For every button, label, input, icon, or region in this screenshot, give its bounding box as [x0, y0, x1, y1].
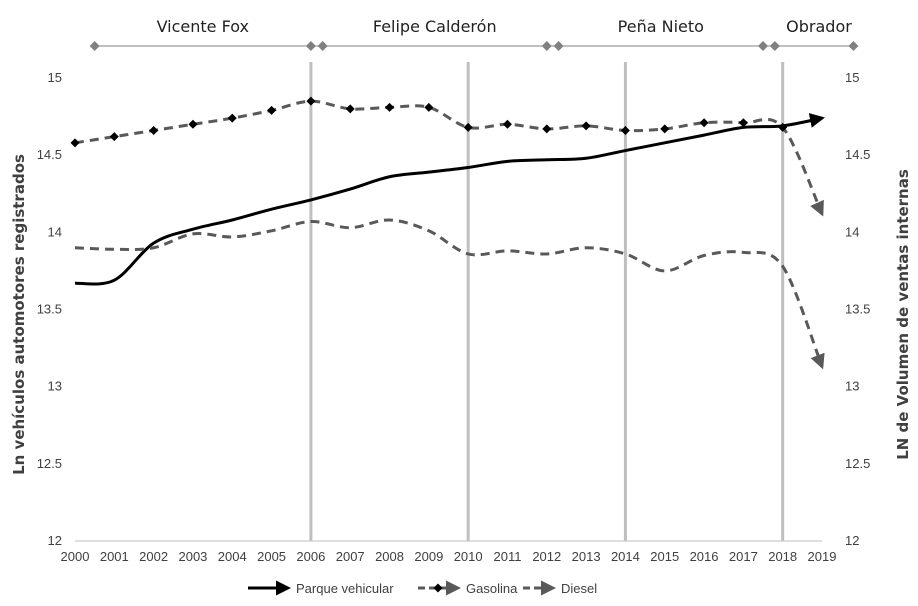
x-tick-label: 2005	[257, 549, 286, 564]
y-left-tick-label: 12.5	[37, 456, 62, 471]
gasolina-point	[738, 118, 748, 128]
gasolina-point	[227, 113, 237, 123]
y-left-tick-label: 14	[48, 224, 62, 239]
y-left-tick-label: 13	[48, 379, 62, 394]
legend-label: Gasolina	[466, 581, 518, 596]
x-axis-ticks: 2000 2001 2002 2003 2004 2005 2006 2007 2008 2009…	[61, 549, 837, 564]
y-axis-left-label: Ln vehículos automotores registrados	[10, 154, 28, 475]
gasolina-point	[424, 102, 434, 112]
y-left-tick-label: 15	[48, 70, 62, 85]
gasolina-point	[385, 102, 395, 112]
y-left-tick-label: 14.5	[37, 147, 62, 162]
period-label: Obrador	[786, 17, 852, 36]
x-tick-label: 2008	[375, 549, 404, 564]
y-right-tick-label: 15	[845, 70, 859, 85]
gasolina-point	[660, 124, 670, 134]
series-line-diesel	[74, 218, 825, 370]
y-right-tick-label: 13.5	[845, 302, 870, 317]
period-boundary-diamond	[89, 41, 100, 51]
gasolina-point	[109, 132, 119, 142]
y-axis-left-ticks: 15 14.5 14 13.5 13 12.5 12	[37, 70, 62, 548]
gasolina-point	[267, 105, 277, 115]
x-tick-label: 2017	[729, 549, 758, 564]
x-tick-label: 2007	[336, 549, 365, 564]
gasolina-point	[620, 125, 630, 135]
x-tick-label: 2019	[808, 549, 837, 564]
x-tick-label: 2001	[100, 549, 129, 564]
presidential-periods: Vicente Fox Felipe Calderón Peña Nieto Obra…	[89, 17, 859, 51]
period-label: Felipe Calderón	[373, 17, 497, 36]
y-axis-right-ticks: 15 14.5 14 13.5 13 12.5 12	[845, 70, 870, 548]
x-tick-label: 2011	[493, 549, 521, 564]
gasolina-point	[306, 96, 316, 106]
y-left-tick-label: 12	[48, 533, 62, 548]
y-axis-right-label: LN de Volumen de ventas internas	[894, 169, 912, 460]
legend-label: Parque vehicular	[296, 581, 394, 596]
y-right-tick-label: 14	[845, 224, 859, 239]
x-tick-label: 2004	[218, 549, 247, 564]
period-label: Peña Nieto	[618, 17, 704, 36]
gasolina-point	[70, 138, 80, 148]
x-tick-label: 2013	[572, 549, 601, 564]
gasolina-point	[699, 118, 709, 128]
series-lines	[70, 96, 825, 370]
gasolina-point	[345, 104, 355, 114]
period-boundary-diamond	[758, 41, 769, 51]
x-tick-label: 2012	[532, 549, 561, 564]
gasolina-point	[188, 119, 198, 129]
gasolina-point	[149, 125, 159, 135]
x-tick-label: 2002	[139, 549, 168, 564]
x-tick-label: 2016	[690, 549, 719, 564]
government-change-lines	[309, 62, 785, 541]
gasolina-point	[542, 124, 552, 134]
period-boundary-diamond	[553, 41, 564, 51]
period-boundary-diamond	[848, 41, 859, 51]
legend: Parque vehicular Gasolina Diesel	[248, 580, 597, 596]
gasolina-point	[581, 121, 591, 131]
y-right-tick-label: 12.5	[845, 456, 870, 471]
gasolina-point	[463, 122, 473, 132]
y-right-tick-label: 12	[845, 533, 859, 548]
x-tick-label: 2000	[61, 549, 90, 564]
x-tick-label: 2014	[611, 549, 640, 564]
gasolina-point	[502, 119, 512, 129]
y-right-tick-label: 14.5	[845, 147, 870, 162]
legend-diamond-marker	[433, 583, 443, 593]
x-tick-label: 2010	[454, 549, 483, 564]
gasolina-point	[778, 122, 788, 132]
x-tick-label: 2015	[650, 549, 679, 564]
y-left-tick-label: 13.5	[37, 302, 62, 317]
period-boundary-diamond	[769, 41, 780, 51]
period-boundary-diamond	[305, 41, 316, 51]
x-tick-label: 2006	[296, 549, 325, 564]
x-tick-label: 2003	[178, 549, 207, 564]
series-line-parque-vehicular	[74, 113, 825, 286]
period-boundary-diamond	[317, 41, 328, 51]
period-label: Vicente Fox	[157, 17, 249, 36]
series-line-gasolina	[74, 99, 824, 217]
period-boundary-diamond	[541, 41, 552, 51]
x-tick-label: 2009	[414, 549, 443, 564]
x-tick-label: 2018	[768, 549, 797, 564]
y-right-tick-label: 13	[845, 379, 859, 394]
legend-label: Diesel	[561, 581, 597, 596]
